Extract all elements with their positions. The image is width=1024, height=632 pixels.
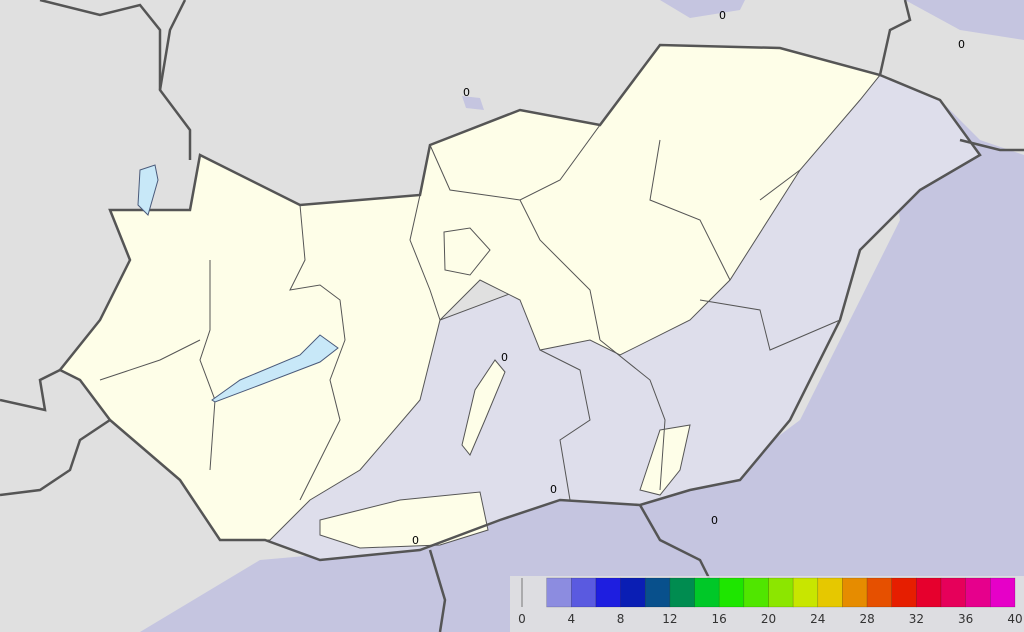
colorbar-tick-label: 36 (958, 612, 973, 626)
colorbar-segment (546, 577, 572, 608)
colorbar-segment (940, 577, 966, 608)
colorbar-tick-label: 20 (761, 612, 776, 626)
colorbar-segment (990, 577, 1016, 608)
colorbar-segment (694, 577, 720, 608)
colorbar-segment (669, 577, 695, 608)
colorbar-segment (792, 577, 819, 608)
colorbar-tick-label: 28 (859, 612, 874, 626)
colorbar-segment (916, 577, 942, 608)
contour-label: 0 (501, 351, 508, 364)
colorbar-segment (743, 577, 769, 608)
colorbar-segment (718, 577, 745, 608)
colorbar-tick-label: 0 (518, 612, 526, 626)
zero-precip-region (59, 44, 881, 549)
contour-labels: 0 0 0 0 0 0 0 (412, 9, 965, 547)
colorbar-tick-label: 4 (567, 612, 575, 626)
colorbar-segment (842, 577, 868, 608)
colorbar-tick-label: 8 (617, 612, 625, 626)
colorbar-tick-label: 12 (662, 612, 677, 626)
contour-label: 0 (463, 86, 470, 99)
colorbar-segment (866, 577, 892, 608)
contour-label: 0 (412, 534, 419, 547)
county-borders (99, 124, 841, 501)
colorbar-tick-label: 32 (909, 612, 924, 626)
colorbar-segment (571, 577, 597, 608)
contour-label: 0 (550, 483, 557, 496)
lake-neusiedl (137, 164, 159, 216)
colorbar-legend: 0 4 8 12 16 20 24 28 32 36 40 (510, 576, 1024, 632)
contour-label: 0 (719, 9, 726, 22)
contour-label: 0 (958, 38, 965, 51)
contour-label: 0 (711, 514, 718, 527)
colorbar-segment (891, 577, 917, 608)
colorbar-tick-label: 16 (712, 612, 727, 626)
lavender-region (140, 0, 1024, 632)
colorbar-segment (645, 577, 671, 608)
lake-balaton (211, 334, 339, 403)
colorbar-segment (817, 577, 843, 608)
colorbar-tick-label: 24 (810, 612, 825, 626)
colorbar-segment (965, 577, 991, 608)
colorbar-tick-label: 40 (1007, 612, 1022, 626)
colorbar-segment (620, 577, 646, 608)
lakes (137, 164, 339, 403)
colorbar-segment (595, 577, 621, 608)
colorbar-segment (768, 577, 794, 608)
